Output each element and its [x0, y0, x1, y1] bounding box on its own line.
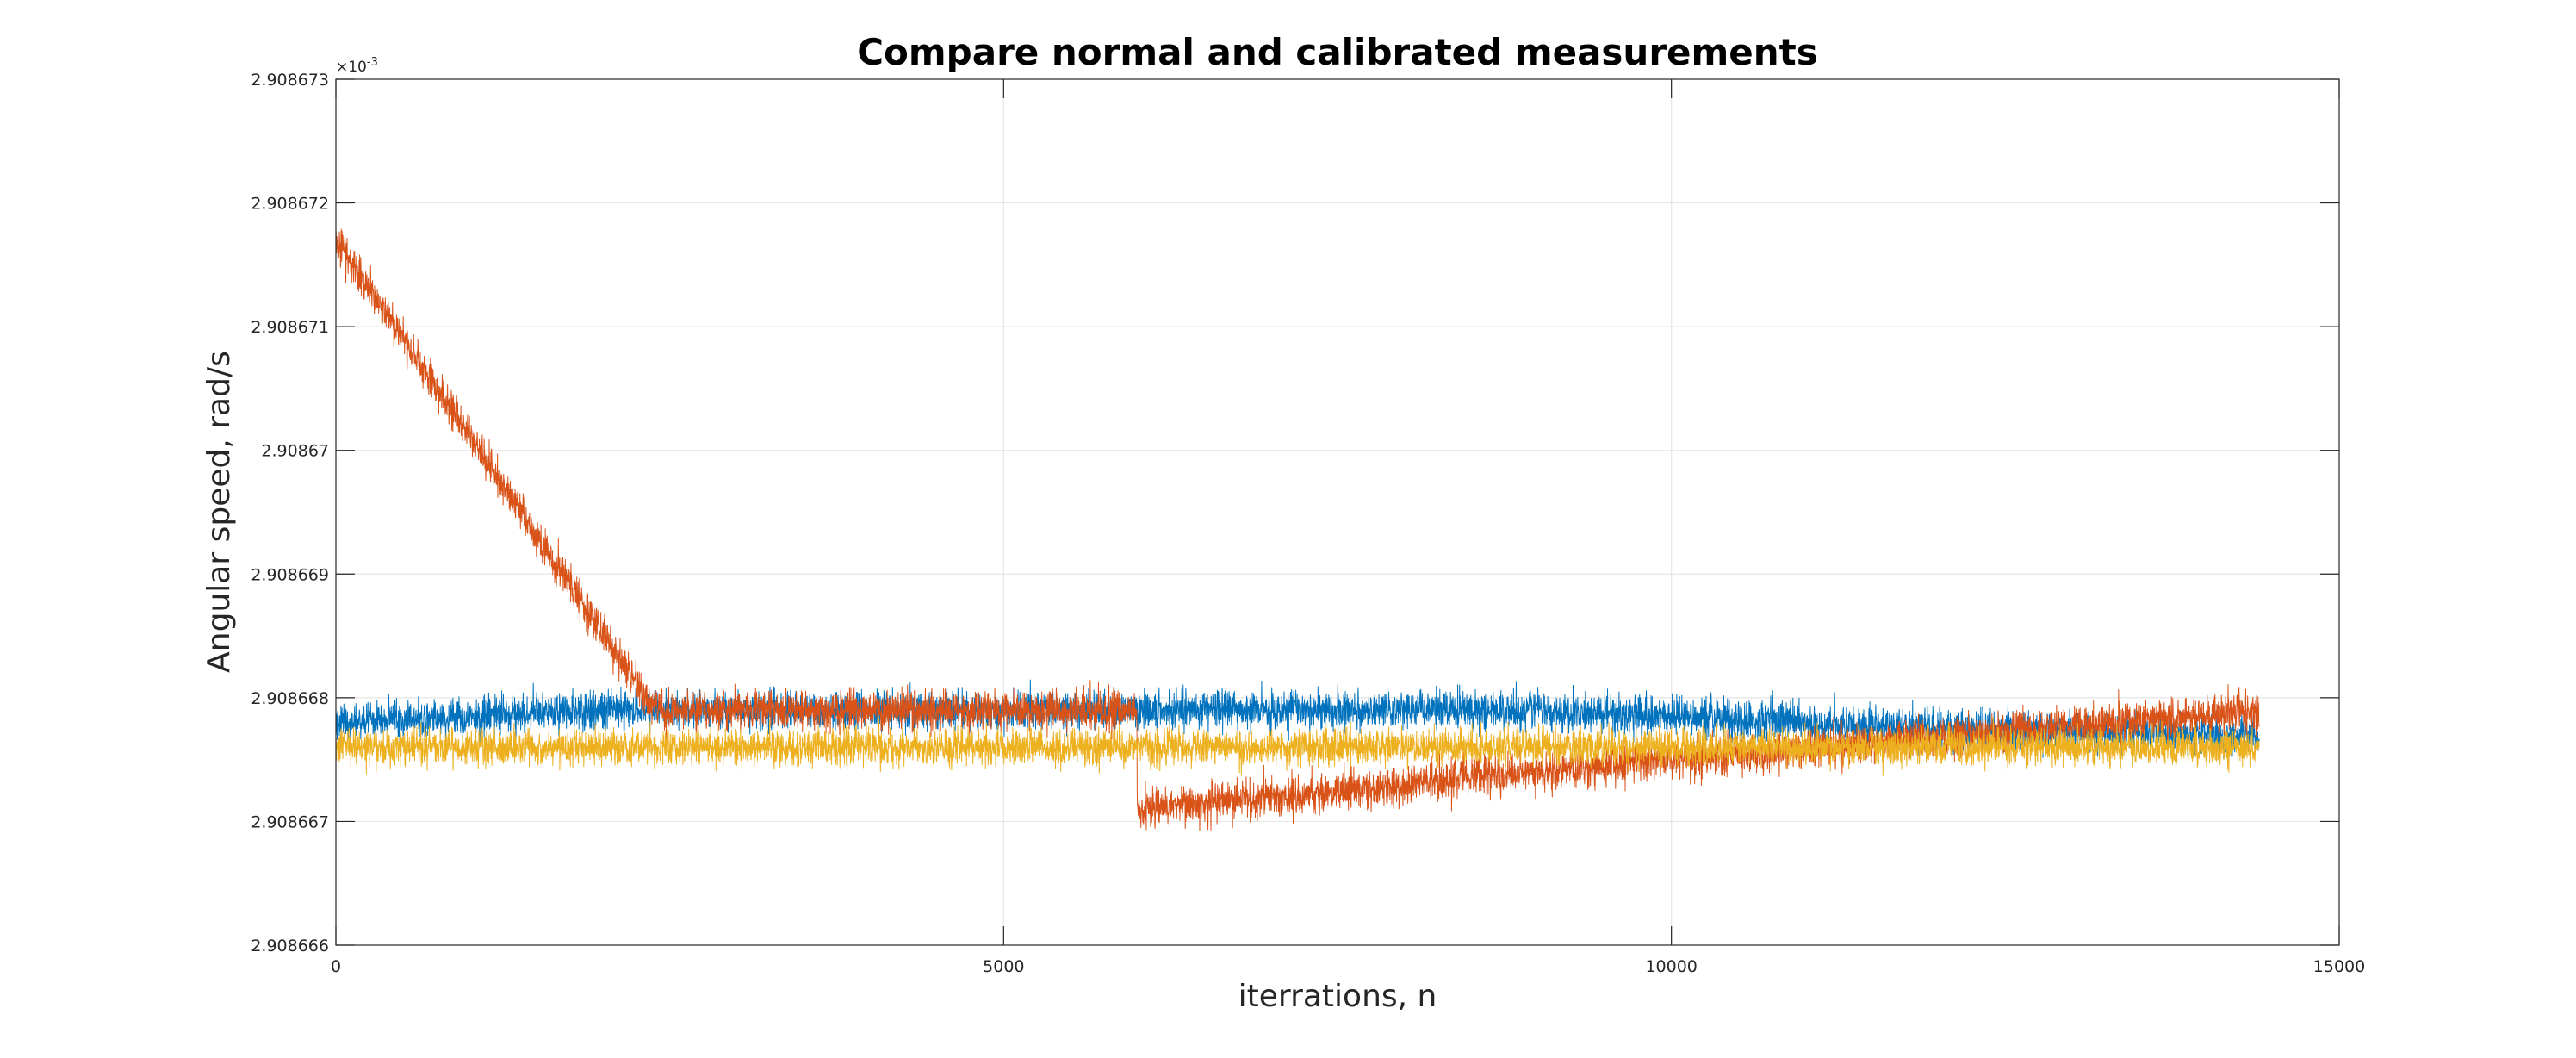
chart-title: Compare normal and calibrated measuremen… [857, 31, 1818, 73]
y-tick-label: 2.90867 [261, 442, 329, 461]
series-line-3 [335, 717, 2260, 776]
y-tick-label: 2.908666 [251, 937, 329, 955]
data-series [335, 228, 2260, 831]
axes-frame [335, 78, 2340, 946]
y-tick-label: 2.908673 [251, 71, 329, 90]
y-exponent-label: ×10-3 [336, 56, 378, 76]
y-tick-label: 2.908667 [251, 812, 329, 831]
x-axis-label: iterrations, n [1238, 979, 1437, 1014]
y-axis-label: Angular speed, rad/s [202, 351, 237, 673]
axes-background [336, 79, 2339, 945]
y-tick-label: 2.908669 [251, 565, 329, 584]
axis-ticks [335, 78, 2340, 946]
y-tick-label: 2.908672 [251, 195, 329, 214]
y-tick-label: 2.908668 [251, 689, 329, 708]
y-tick-labels: 2.9086662.9086672.9086682.9086692.908672… [251, 71, 329, 955]
y-tick-label: 2.908671 [251, 318, 329, 337]
x-tick-label: 10000 [1645, 957, 1697, 976]
x-tick-label: 15000 [2313, 957, 2365, 976]
x-tick-label: 0 [331, 957, 341, 976]
x-tick-label: 5000 [983, 957, 1024, 976]
x-tick-labels: 0 5000 10000 15000 [331, 957, 2365, 976]
series-line-1 [335, 679, 2260, 763]
